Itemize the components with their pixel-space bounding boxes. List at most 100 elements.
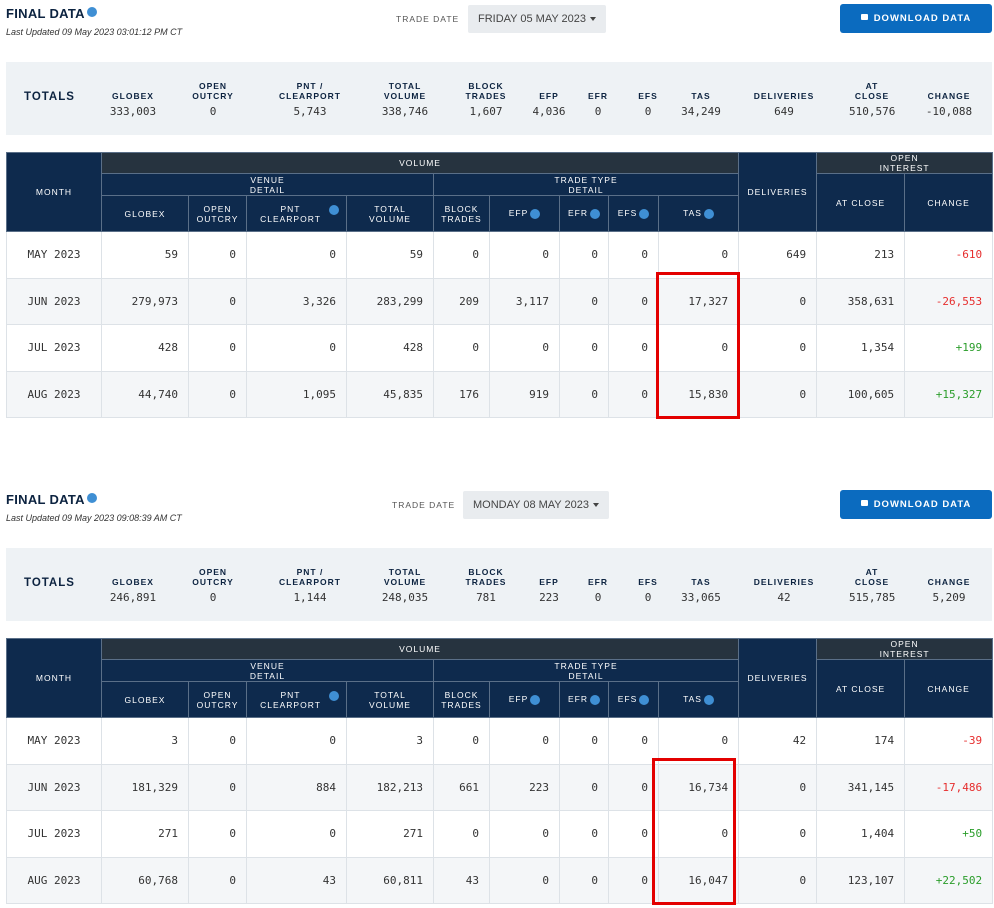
info-icon[interactable]: [86, 7, 97, 17]
data-row: JUL 2023 271 0 0 271 0 0 0 0 0 0 1,404 +50: [6, 810, 994, 858]
cell: 341,145: [816, 763, 906, 811]
info-icon[interactable]: [703, 209, 714, 219]
cell: 0: [188, 231, 247, 279]
header-cell: VOLUME: [100, 152, 740, 174]
highlight-box: [652, 758, 736, 905]
header-text: GLOBEX: [124, 694, 166, 705]
cell: 0: [489, 717, 560, 765]
cell: 919: [489, 370, 560, 418]
header-row: VENUE DETAIL TRADE TYPE DETAIL AT CLOSE CHA…: [7, 659, 994, 718]
lock-icon: [860, 500, 868, 507]
header-text: VENUE DETAIL: [249, 174, 286, 195]
cell: 60,768: [101, 856, 189, 904]
totals-column: AT CLOSE 515,785: [849, 565, 895, 604]
totals-column: GLOBEX 246,891: [103, 565, 163, 604]
cell: 42: [738, 717, 818, 765]
totals-column: CHANGE 5,209: [919, 565, 979, 604]
cell: 0: [188, 370, 247, 418]
cell: +50: [904, 810, 994, 858]
info-icon[interactable]: [639, 695, 650, 705]
totals-header-text: EFP: [539, 577, 559, 587]
totals-header: PNT / CLEARPORT: [272, 565, 348, 587]
header-cell: GLOBEX: [101, 681, 189, 718]
cell: 271: [346, 810, 434, 858]
cell: 1,095: [246, 370, 347, 418]
cell: 0: [489, 810, 560, 858]
cell: 649: [738, 231, 818, 279]
info-icon[interactable]: [328, 204, 339, 215]
header-cell: EFP: [489, 681, 560, 718]
header-text: EFR: [568, 694, 588, 704]
header-cell: OPEN INTEREST: [816, 638, 994, 660]
cell: 0: [559, 810, 609, 858]
download-button[interactable]: DOWNLOAD DATA: [840, 490, 992, 519]
highlight-box: [656, 272, 740, 419]
totals-value: 248,035: [381, 591, 429, 604]
cell: 0: [489, 231, 560, 279]
totals-header-text: AT CLOSE: [854, 567, 890, 587]
totals-header: TAS: [681, 79, 721, 101]
cell: 0: [433, 231, 490, 279]
totals-header-text: GLOBEX: [112, 577, 154, 587]
cell: 271: [101, 810, 189, 858]
header-text: BLOCK TRADES: [441, 203, 482, 224]
totals-value: 1,607: [469, 105, 503, 118]
totals-value: 42: [777, 591, 791, 604]
cell: 0: [559, 856, 609, 904]
header-text: EFP: [508, 694, 529, 704]
cell: -610: [904, 231, 994, 279]
totals-value: 0: [209, 105, 217, 118]
totals-column: EFS 0: [628, 79, 668, 118]
cell: 59: [101, 231, 189, 279]
header-text: EFS: [617, 694, 638, 704]
cell: 15,830: [657, 370, 740, 418]
header-text: TOTAL VOLUME: [369, 203, 411, 224]
trade-date-dropdown[interactable]: MONDAY 08 MAY 2023: [463, 491, 609, 519]
table-head: MONTH VOLUME DELIVERIES OPEN INTEREST VENUE …: [6, 638, 994, 718]
cell: 0: [188, 324, 247, 372]
totals-header: EFP: [529, 79, 569, 101]
totals-header: EFP: [529, 565, 569, 587]
cell: 3: [346, 717, 434, 765]
cell: 0: [559, 370, 609, 418]
info-icon[interactable]: [590, 695, 600, 705]
totals-header-text: EFP: [539, 91, 559, 101]
totals-value: 4,036: [532, 105, 566, 118]
trade-date-dropdown[interactable]: FRIDAY 05 MAY 2023: [468, 5, 607, 33]
cell: +199: [904, 324, 994, 372]
header-cell: TOTAL VOLUME: [346, 195, 434, 232]
info-icon[interactable]: [590, 209, 600, 219]
totals-header-text: EFR: [588, 577, 608, 587]
header-text: MONTH: [35, 187, 73, 197]
cell: 0: [738, 324, 818, 372]
totals-column: PNT / CLEARPORT 1,144: [272, 565, 348, 604]
totals-box: TOTALS GLOBEX 246,891 OPEN OUTCRY 0 PNT / CLE…: [6, 548, 992, 621]
totals-header-text: TAS: [691, 577, 711, 587]
header-text: PNT CLEARPORT: [260, 203, 321, 224]
cell: +22,502: [904, 856, 994, 904]
cell: 0: [188, 717, 247, 765]
month-cell: JUN 2023: [6, 763, 102, 811]
info-icon[interactable]: [530, 695, 541, 705]
totals-column: EFP 4,036: [529, 79, 569, 118]
trade-date: MONDAY 08 MAY 2023: [473, 499, 589, 511]
cell: 0: [188, 277, 247, 325]
header-text: TAS: [683, 208, 702, 218]
totals-value: 515,785: [849, 591, 896, 604]
totals-header: GLOBEX: [103, 565, 163, 587]
cell: 59: [346, 231, 434, 279]
info-icon[interactable]: [639, 209, 650, 219]
header-text: MONTH: [35, 673, 73, 683]
info-icon[interactable]: [530, 209, 541, 219]
cell: 428: [346, 324, 434, 372]
header-cell: OPEN OUTCRY: [188, 195, 247, 232]
totals-header-text: CHANGE: [927, 577, 971, 587]
info-icon[interactable]: [703, 695, 714, 705]
info-icon[interactable]: [328, 690, 339, 701]
last-updated: Last Updated 09 May 2023 03:01:12 PM CT: [6, 27, 183, 37]
download-button[interactable]: DOWNLOAD DATA: [840, 4, 992, 33]
info-icon[interactable]: [86, 493, 97, 503]
cell: 209: [433, 277, 490, 325]
header-cell: AT CLOSE: [816, 659, 906, 718]
totals-column: OPEN OUTCRY 0: [188, 79, 238, 118]
